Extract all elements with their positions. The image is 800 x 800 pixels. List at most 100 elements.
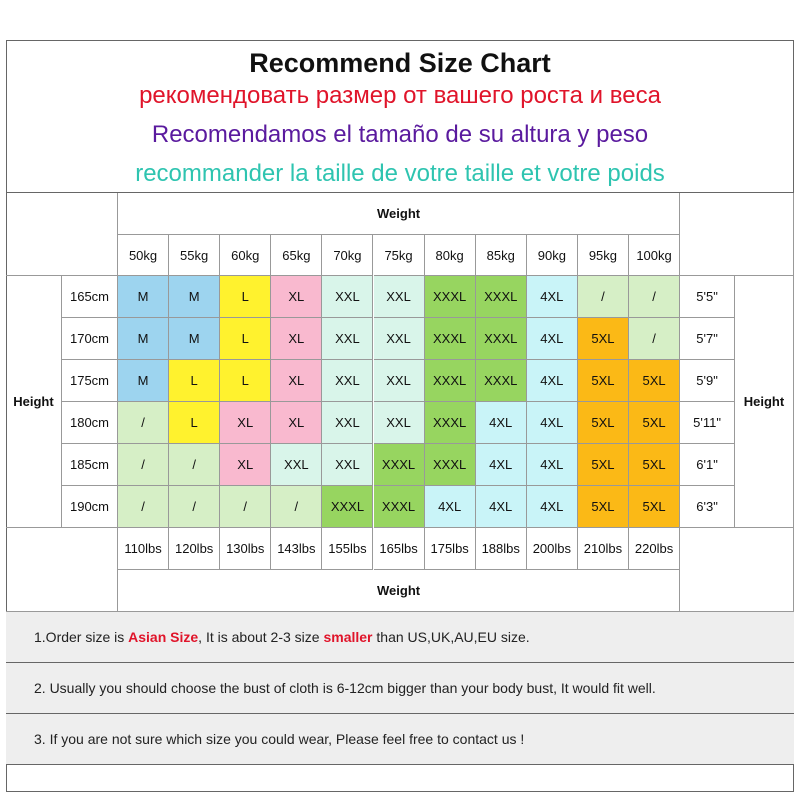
note-text: smaller bbox=[323, 629, 373, 645]
note: 3. If you are not sure which size you co… bbox=[6, 714, 794, 765]
feet-label: 6'3" bbox=[680, 486, 735, 528]
lbs-label: 165lbs bbox=[373, 528, 425, 570]
size-cell: XL bbox=[271, 318, 323, 360]
header-line: Recomendamos el tamaño de su altura y pe… bbox=[151, 121, 649, 148]
size-cell: 4XL bbox=[526, 360, 578, 402]
lbs-label: 210lbs bbox=[577, 528, 629, 570]
size-cell: XXL bbox=[373, 318, 425, 360]
blank bbox=[680, 193, 794, 276]
size-cell: / bbox=[118, 444, 170, 486]
kg-label: 85kg bbox=[475, 235, 527, 276]
kg-label: 70kg bbox=[322, 235, 374, 276]
size-cell: XXL bbox=[322, 318, 374, 360]
size-cell: XXL bbox=[373, 402, 425, 444]
blank bbox=[6, 528, 118, 612]
cm-label: 165cm bbox=[62, 276, 118, 318]
note-text: , It is about 2-3 size bbox=[198, 629, 324, 645]
size-cell: XL bbox=[271, 360, 323, 402]
cm-label: 175cm bbox=[62, 360, 118, 402]
size-cell: / bbox=[577, 276, 629, 318]
lbs-label: 200lbs bbox=[526, 528, 578, 570]
kg-label: 75kg bbox=[373, 235, 425, 276]
size-cell: 5XL bbox=[577, 318, 629, 360]
size-cell: XXXL bbox=[424, 444, 476, 486]
height-label: Height bbox=[6, 276, 62, 528]
size-cell: XXXL bbox=[475, 318, 527, 360]
size-cell: / bbox=[271, 486, 323, 528]
header bbox=[6, 40, 794, 193]
blank bbox=[680, 528, 794, 612]
note-text: 3. If you are not sure which size you co… bbox=[34, 731, 525, 747]
size-cell: XXL bbox=[322, 360, 374, 402]
lbs-label: 175lbs bbox=[424, 528, 476, 570]
feet-label: 5'9" bbox=[680, 360, 735, 402]
size-cell: XXL bbox=[322, 444, 374, 486]
size-cell: XXL bbox=[373, 276, 425, 318]
kg-label: 50kg bbox=[118, 235, 170, 276]
size-cell: XXXL bbox=[424, 276, 476, 318]
size-cell: XL bbox=[220, 444, 272, 486]
size-cell: / bbox=[118, 402, 170, 444]
size-cell: 5XL bbox=[577, 360, 629, 402]
cm-label: 180cm bbox=[62, 402, 118, 444]
note-text: Asian Size bbox=[128, 629, 199, 645]
size-cell: / bbox=[220, 486, 272, 528]
size-cell: 5XL bbox=[629, 486, 681, 528]
kg-label: 60kg bbox=[220, 235, 272, 276]
size-cell: / bbox=[629, 276, 681, 318]
feet-label: 6'1" bbox=[680, 444, 735, 486]
size-cell: 4XL bbox=[475, 402, 527, 444]
size-cell: L bbox=[169, 360, 221, 402]
lbs-label: 130lbs bbox=[220, 528, 272, 570]
size-cell: 4XL bbox=[526, 486, 578, 528]
size-cell: 4XL bbox=[526, 444, 578, 486]
size-cell: 5XL bbox=[629, 360, 681, 402]
size-cell: XXXL bbox=[424, 318, 476, 360]
note-text: than US,UK,AU,EU size. bbox=[372, 629, 530, 645]
size-cell: XXXL bbox=[373, 444, 425, 486]
size-cell: M bbox=[118, 276, 170, 318]
size-cell: / bbox=[629, 318, 681, 360]
note: 2. Usually you should choose the bust of… bbox=[6, 663, 794, 714]
size-cell: 5XL bbox=[577, 402, 629, 444]
cm-label: 170cm bbox=[62, 318, 118, 360]
size-cell: XL bbox=[220, 402, 272, 444]
note-text: 1.Order size is bbox=[34, 629, 129, 645]
kg-label: 100kg bbox=[629, 235, 681, 276]
cm-label: 190cm bbox=[62, 486, 118, 528]
size-cell: M bbox=[118, 318, 170, 360]
kg-label: 65kg bbox=[271, 235, 323, 276]
size-cell: XXXL bbox=[424, 360, 476, 402]
size-cell: 4XL bbox=[526, 318, 578, 360]
weight-label: Weight bbox=[118, 193, 681, 235]
size-cell: / bbox=[169, 486, 221, 528]
size-cell: L bbox=[220, 360, 272, 402]
size-cell: 4XL bbox=[475, 486, 527, 528]
size-cell: XXXL bbox=[424, 402, 476, 444]
header-line: рекомендовать размер от вашего роста и в… bbox=[139, 82, 661, 109]
cm-label: 185cm bbox=[62, 444, 118, 486]
size-cell: 5XL bbox=[629, 444, 681, 486]
size-cell: XXL bbox=[271, 444, 323, 486]
size-cell: M bbox=[169, 318, 221, 360]
size-cell: L bbox=[220, 318, 272, 360]
title: Recommend Size Chart bbox=[249, 48, 551, 78]
lbs-label: 155lbs bbox=[322, 528, 374, 570]
weight-label: Weight bbox=[118, 570, 681, 612]
feet-label: 5'5" bbox=[680, 276, 735, 318]
size-cell: 4XL bbox=[424, 486, 476, 528]
lbs-label: 220lbs bbox=[629, 528, 681, 570]
height-label: Height bbox=[735, 276, 794, 528]
size-cell: 4XL bbox=[475, 444, 527, 486]
lbs-label: 120lbs bbox=[169, 528, 221, 570]
size-cell: 4XL bbox=[526, 276, 578, 318]
size-cell: L bbox=[220, 276, 272, 318]
header-line: recommander la taille de votre taille et… bbox=[135, 160, 665, 187]
size-cell: 5XL bbox=[629, 402, 681, 444]
feet-label: 5'11" bbox=[680, 402, 735, 444]
lbs-label: 188lbs bbox=[475, 528, 527, 570]
kg-label: 80kg bbox=[424, 235, 476, 276]
size-cell: 4XL bbox=[526, 402, 578, 444]
lbs-label: 110lbs bbox=[118, 528, 170, 570]
